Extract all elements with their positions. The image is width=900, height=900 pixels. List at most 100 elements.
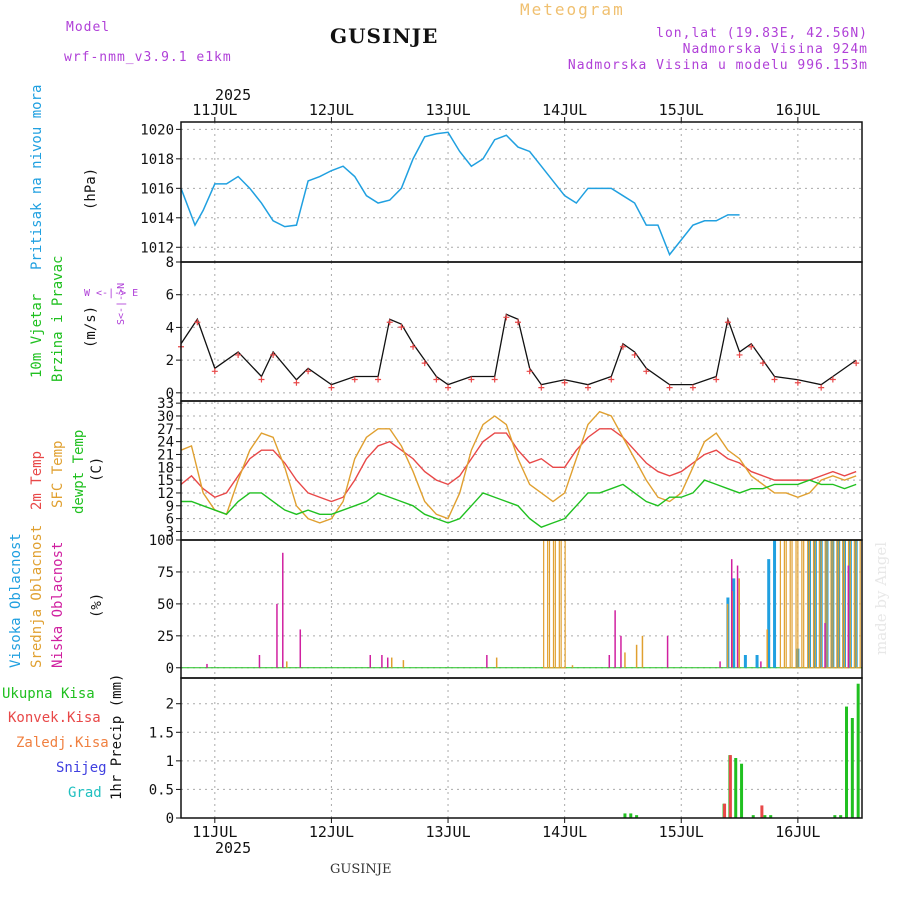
- y-tick-label: 1.5: [149, 725, 174, 741]
- precip-bar-total: [845, 706, 849, 818]
- y-tick-label: 21: [157, 447, 174, 463]
- wind-gust-marker: [410, 343, 417, 350]
- sfc-line: [180, 410, 857, 524]
- wind-gust-marker: [759, 360, 766, 367]
- y-tick-label: 100: [149, 533, 174, 549]
- wind-gust-marker: [713, 376, 720, 383]
- wind-gust-marker: [561, 379, 568, 386]
- precip-bar-conv: [728, 755, 732, 818]
- wind-gust-marker: [736, 351, 743, 358]
- date-label-bottom: 14JUL: [542, 823, 587, 841]
- wind-gust-marker: [631, 351, 638, 358]
- hail-label: Grad: [68, 785, 102, 801]
- date-label-top: 12JUL: [309, 101, 354, 119]
- precip-bar-total: [635, 815, 639, 818]
- y-tick-label: 3: [166, 524, 174, 540]
- y-tick-label: 12: [157, 486, 174, 502]
- precip-bar-total: [839, 815, 843, 818]
- precip-bar-conv: [723, 803, 727, 818]
- wind-gust-marker: [235, 351, 242, 358]
- precip-bar-total: [856, 683, 860, 818]
- y-tick-label: 25: [157, 629, 174, 645]
- wind-gust-marker: [386, 319, 393, 326]
- y-tick-label: 1014: [140, 211, 174, 227]
- cloud-bar-mid: [548, 539, 555, 669]
- date-label-bottom: 13JUL: [425, 823, 470, 841]
- date-label-top: 11JUL: [192, 101, 237, 119]
- y-tick-label: 50: [157, 597, 174, 613]
- y-tick-label: 1016: [140, 181, 174, 197]
- panel-frame: [180, 121, 863, 263]
- y-tick-label: 30: [157, 409, 174, 425]
- wind-gust-marker: [818, 384, 825, 391]
- y-tick-label: 33: [157, 396, 174, 412]
- y-tick-label: 18: [157, 460, 174, 476]
- date-label-bottom: 15JUL: [659, 823, 704, 841]
- wind-gust-marker: [526, 368, 533, 375]
- wind-gust-marker: [608, 376, 615, 383]
- wind-gust-marker: [538, 384, 545, 391]
- date-label-bottom: 16JUL: [775, 823, 820, 841]
- precip-bar-total: [629, 813, 633, 818]
- y-tick-label: 1018: [140, 152, 174, 168]
- y-tick-label: 9: [166, 499, 174, 515]
- wind-gust-marker: [270, 351, 277, 358]
- wind-gust-marker: [258, 376, 265, 383]
- cloud-bar-mid: [849, 539, 855, 669]
- wind-gust-marker: [748, 343, 755, 350]
- t2m-line: [180, 428, 857, 503]
- model-name: wrf-nmm_v3.9.1 e1km: [64, 50, 232, 65]
- wind-gust-marker: [829, 376, 836, 383]
- wind-gust-marker: [375, 376, 382, 383]
- y-tick-label: 0: [166, 386, 174, 402]
- footer-location: GUSINJE: [330, 862, 392, 877]
- y-tick-label: 6: [166, 288, 174, 304]
- wind-gust-marker: [491, 376, 498, 383]
- precip-bar-total: [833, 815, 837, 818]
- cloud-bar-mid: [554, 539, 560, 669]
- y-tick-label: 2: [166, 353, 174, 369]
- panel-frame: [180, 677, 863, 819]
- wind-gust-marker: [468, 376, 475, 383]
- meteogram-title: Meteogram: [520, 0, 625, 19]
- cloud-bar-mid: [855, 539, 861, 669]
- y-tick-label: 2: [166, 697, 174, 713]
- dew-line: [181, 479, 857, 528]
- wind-gust-marker: [194, 319, 201, 326]
- wind-gust-marker: [398, 324, 405, 331]
- panel-frame: [180, 400, 863, 541]
- wind-gust-marker: [293, 379, 300, 386]
- model-elevation-text: Nadmorska Visina u modelu 996.153m: [567, 58, 868, 73]
- y-tick-label: 27: [157, 422, 174, 438]
- wind-gust-marker: [643, 368, 650, 375]
- wind-gust-marker: [445, 384, 452, 391]
- cloud-bar-mid: [560, 539, 566, 669]
- date-label-bottom: 11JUL: [192, 823, 237, 841]
- conv-precip-label: Konvek.Kisa: [8, 710, 101, 726]
- date-label-top: 16JUL: [775, 101, 820, 119]
- frozen-precip-label: Zaledj.Kisa: [16, 735, 109, 751]
- wind-gust-marker: [794, 379, 801, 386]
- snow-label: Snijeg: [56, 760, 107, 776]
- y-tick-label: 0.5: [149, 782, 174, 798]
- wind-gust-marker: [351, 376, 358, 383]
- precip-bar-total: [734, 758, 738, 818]
- year-bottom-label: 2025: [215, 839, 251, 857]
- precip-bar-total: [751, 815, 755, 818]
- precip-bar-conv: [760, 805, 764, 818]
- y-tick-label: 0: [166, 811, 174, 827]
- precip-bar-total: [740, 763, 744, 818]
- pressure-line: [180, 131, 740, 257]
- cloud-bar-mid: [543, 539, 549, 669]
- date-label-top: 15JUL: [659, 101, 704, 119]
- wind-gust-marker: [853, 360, 860, 367]
- y-tick-label: 1012: [140, 240, 174, 256]
- wind-gust-marker: [666, 384, 673, 391]
- y-tick-label: 8: [166, 255, 174, 271]
- wind-gust-marker: [503, 314, 510, 321]
- wind-gust-marker: [328, 384, 335, 391]
- y-tick-label: 24: [157, 435, 174, 451]
- y-tick-label: 4: [166, 320, 174, 336]
- compass-ew: W <-|-> E: [84, 288, 139, 299]
